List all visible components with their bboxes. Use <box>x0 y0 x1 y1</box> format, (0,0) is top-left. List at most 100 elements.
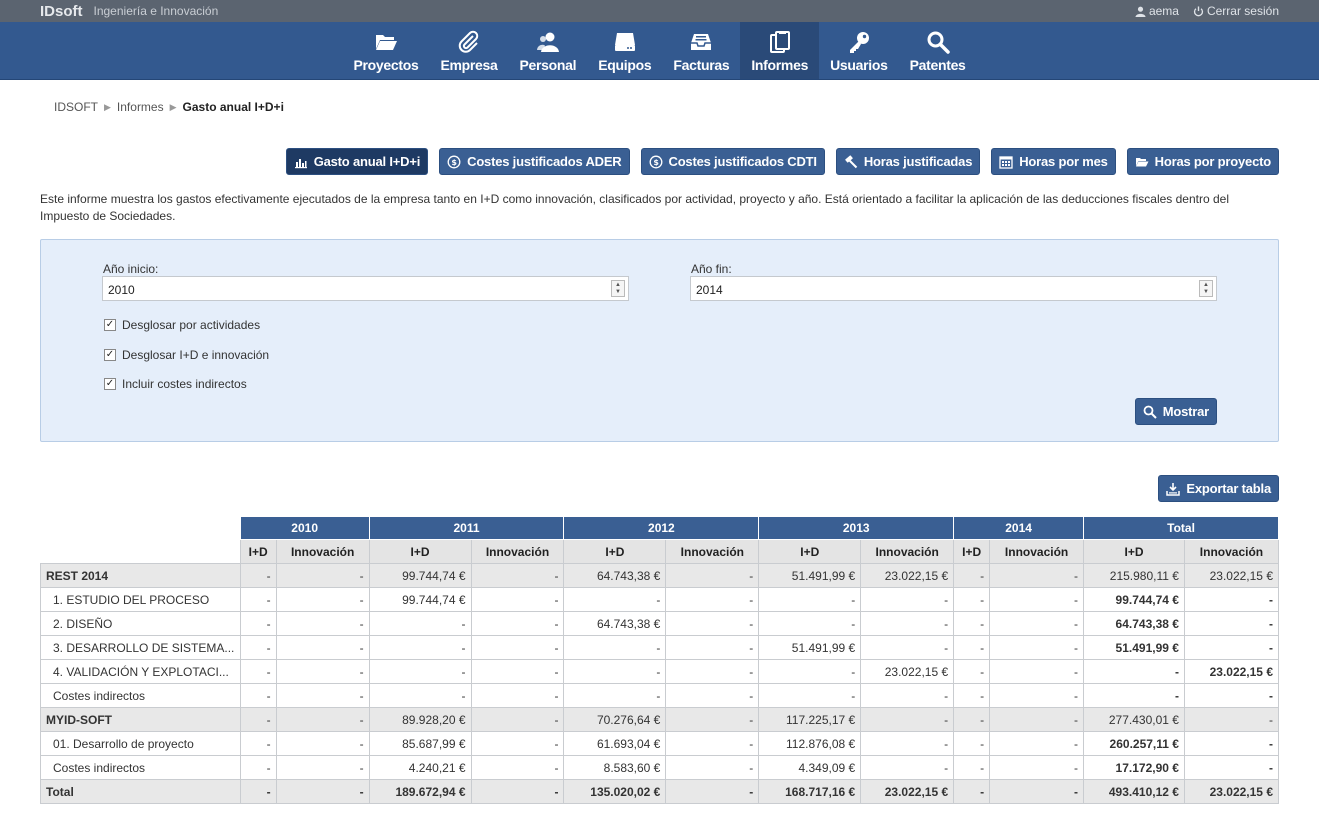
svg-text:$: $ <box>653 158 659 167</box>
table-cell: - <box>860 611 955 636</box>
table-cell: - <box>275 563 370 588</box>
brand-logo[interactable]: IDsoft <box>40 2 83 20</box>
check-indirect[interactable]: ✓ Incluir costes indirectos <box>104 377 247 391</box>
nav-equipos[interactable]: Equipos <box>587 22 662 79</box>
coin-icon: $ <box>447 155 461 168</box>
table-cell: - <box>470 731 565 756</box>
table-cell: - <box>989 779 1085 804</box>
project-row: MYID-SOFT - -89.928,20 € -70.276,64 € -117.2… <box>40 707 1280 732</box>
table-cell: - <box>368 683 472 708</box>
checkbox-idi[interactable]: ✓ <box>104 349 116 361</box>
year-header-row: 2010 2011 2012 2013 2014 Total <box>40 516 1279 540</box>
row-label: 4. VALIDACIÓN Y EXPLOTACI... <box>40 659 241 684</box>
table-cell: - <box>368 611 472 636</box>
tab-costes-cdti[interactable]: $ Costes justificados CDTI <box>640 148 825 175</box>
table-cell: 23.022,15 € <box>860 779 955 804</box>
tab-horas-por-proyecto[interactable]: Horas por proyecto <box>1126 148 1279 175</box>
checkbox-activities[interactable]: ✓ <box>104 319 116 331</box>
table-cell: - <box>665 779 760 804</box>
table-cell: - <box>665 563 760 588</box>
table-cell: 112.876,08 € <box>758 731 862 756</box>
table-cell: - <box>1183 755 1280 780</box>
check-idi[interactable]: ✓ Desglosar I+D e innovación <box>104 348 269 362</box>
spinner-down-icon[interactable]: ▼ <box>1203 289 1209 296</box>
show-button-label: Mostrar <box>1162 404 1209 419</box>
search-icon <box>1143 405 1157 419</box>
table-cell: 135.020,02 € <box>563 779 667 804</box>
table-cell: - <box>860 683 955 708</box>
table-cell: - <box>953 707 991 732</box>
table-cell: - <box>275 587 370 612</box>
nav-label: Patentes <box>909 57 966 73</box>
breadcrumb: IDSOFT ▶ Informes ▶ Gasto anual I+D+i <box>54 100 284 114</box>
table-cell: 61.693,04 € <box>563 731 667 756</box>
folder-open-icon <box>375 35 397 50</box>
sub-header-row: I+D Innovación I+D Innovación I+D Innovación I… <box>40 539 1280 564</box>
table-cell: - <box>470 755 565 780</box>
breadcrumb-current: Gasto anual I+D+i <box>182 100 284 114</box>
spinner-up-icon[interactable]: ▲ <box>1203 281 1209 288</box>
table-row: 4. VALIDACIÓN Y EXPLOTACI... - - - - - - -23.02… <box>40 659 1280 684</box>
table-cell: 64.743,38 € <box>563 611 667 636</box>
key-icon <box>849 32 869 53</box>
table-cell: 99.744,74 € <box>1083 587 1185 612</box>
tab-horas-por-mes[interactable]: Horas por mes <box>991 148 1116 175</box>
table-cell: - <box>470 635 565 660</box>
filter-panel: Año inicio: 2010 ▲ ▼ Año fin: 2014 ▲ ▼ ✓ D… <box>40 239 1279 442</box>
tab-gasto-anual[interactable]: Gasto anual I+D+i <box>285 148 429 175</box>
row-label: MYID-SOFT <box>40 707 241 732</box>
nav-label: Informes <box>751 57 809 73</box>
breadcrumb-root[interactable]: IDSOFT <box>54 100 98 114</box>
show-button[interactable]: Mostrar <box>1134 398 1217 425</box>
checkbox-indirect[interactable]: ✓ <box>104 378 116 390</box>
row-label: 2. DISEÑO <box>40 611 241 636</box>
table-cell: 85.687,99 € <box>368 731 472 756</box>
tab-horas-justificadas[interactable]: Horas justificadas <box>835 148 981 175</box>
sub-header: I+D <box>368 539 472 564</box>
end-year-spinner[interactable]: ▲ ▼ <box>1199 280 1213 297</box>
check-activities[interactable]: ✓ Desglosar por actividades <box>104 318 260 332</box>
table-cell: - <box>665 683 760 708</box>
user-name: aema <box>1148 4 1179 18</box>
table-cell: - <box>758 683 862 708</box>
year-header: Total <box>1083 516 1279 540</box>
table-row: Costes indirectos - - - - - - - - - - - - <box>40 683 1280 708</box>
check-indirect-label: Incluir costes indirectos <box>122 377 247 391</box>
project-row: REST 2014- -99.744,74 € -64.743,38 € -51.49… <box>40 563 1280 588</box>
end-year-input[interactable]: 2014 ▲ ▼ <box>690 276 1217 301</box>
sub-header: I+D <box>563 539 667 564</box>
sub-header: Innovación <box>275 539 370 564</box>
spinner-up-icon[interactable]: ▲ <box>615 281 621 288</box>
export-table-button[interactable]: Exportar tabla <box>1158 475 1279 502</box>
table-cell: - <box>758 659 862 684</box>
table-cell: - <box>665 611 760 636</box>
year-header: 2013 <box>758 516 955 540</box>
table-cell: - <box>275 731 370 756</box>
start-year-input[interactable]: 2010 ▲ ▼ <box>102 276 629 301</box>
table-cell: 260.257,11 € <box>1083 731 1185 756</box>
start-year-spinner[interactable]: ▲ ▼ <box>611 280 625 297</box>
inbox-icon <box>691 34 712 50</box>
logout-link[interactable]: Cerrar sesión <box>1193 4 1279 18</box>
report-table: 2010 2011 2012 2013 2014 Total I+D Innova… <box>40 516 1280 804</box>
table-cell: - <box>368 659 472 684</box>
table-cell: - <box>563 635 667 660</box>
table-cell: - <box>470 611 565 636</box>
tab-costes-ader[interactable]: $ Costes justificados ADER <box>439 148 630 175</box>
end-year-value: 2014 <box>696 283 723 297</box>
nav-facturas[interactable]: Facturas <box>662 22 740 79</box>
nav-proyectos[interactable]: Proyectos <box>342 22 429 79</box>
nav-usuarios[interactable]: Usuarios <box>819 22 899 79</box>
nav-informes[interactable]: Informes <box>740 22 820 79</box>
spinner-down-icon[interactable]: ▼ <box>615 289 621 296</box>
nav-empresa[interactable]: Empresa <box>429 22 508 79</box>
user-link[interactable]: aema <box>1135 4 1179 18</box>
table-cell: - <box>1183 707 1280 732</box>
breadcrumb-section[interactable]: Informes <box>116 100 164 114</box>
header-blank <box>40 539 241 564</box>
nav-personal[interactable]: Personal <box>508 22 587 79</box>
nav-patentes[interactable]: Patentes <box>899 22 977 79</box>
nav-label: Usuarios <box>830 57 888 73</box>
table-cell: - <box>275 779 370 804</box>
table-cell: - <box>860 587 955 612</box>
